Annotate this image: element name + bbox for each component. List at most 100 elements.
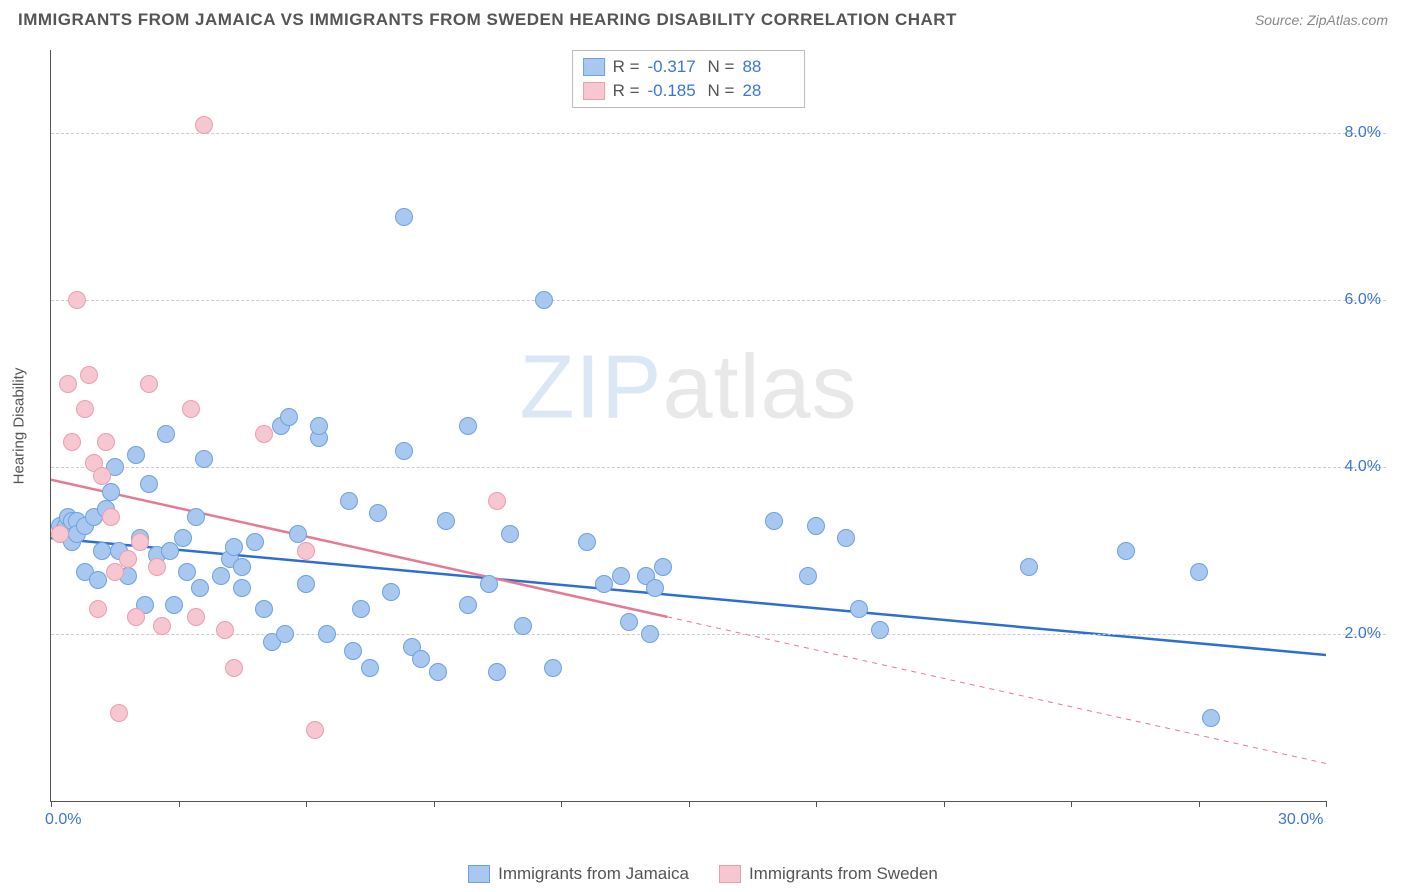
scatter-point-jamaica (799, 567, 817, 585)
scatter-point-jamaica (280, 408, 298, 426)
correlation-legend-row-jamaica: R = -0.317 N = 88 (583, 55, 795, 79)
plot-area: ZIPatlas Hearing Disability R = -0.317 N… (50, 50, 1326, 802)
scatter-point-sweden (51, 525, 69, 543)
scatter-point-jamaica (318, 625, 336, 643)
scatter-point-jamaica (191, 579, 209, 597)
scatter-point-jamaica (310, 417, 328, 435)
xtick-mark (1326, 801, 1327, 807)
scatter-point-jamaica (195, 450, 213, 468)
scatter-point-jamaica (157, 425, 175, 443)
scatter-point-jamaica (480, 575, 498, 593)
gridline (51, 133, 1386, 134)
scatter-point-sweden (63, 433, 81, 451)
source-name: ZipAtlas.com (1307, 12, 1388, 28)
scatter-point-jamaica (395, 208, 413, 226)
xtick-label: 0.0% (45, 811, 81, 829)
n-value-sweden: 28 (742, 81, 794, 101)
scatter-point-jamaica (612, 567, 630, 585)
legend-label-sweden: Immigrants from Sweden (749, 864, 938, 884)
scatter-point-sweden (255, 425, 273, 443)
scatter-point-sweden (97, 433, 115, 451)
r-label: R = (613, 57, 640, 77)
scatter-point-sweden (195, 116, 213, 134)
scatter-point-jamaica (807, 517, 825, 535)
scatter-point-jamaica (369, 504, 387, 522)
watermark-atlas: atlas (662, 337, 857, 437)
scatter-point-jamaica (1020, 558, 1038, 576)
legend-item-sweden: Immigrants from Sweden (719, 864, 938, 884)
scatter-point-jamaica (765, 512, 783, 530)
scatter-point-jamaica (276, 625, 294, 643)
r-value-sweden: -0.185 (648, 81, 700, 101)
scatter-point-sweden (187, 608, 205, 626)
chart-container: ZIPatlas Hearing Disability R = -0.317 N… (50, 50, 1386, 832)
ytick-label: 6.0% (1345, 291, 1381, 309)
n-label: N = (708, 57, 735, 77)
scatter-point-jamaica (225, 538, 243, 556)
scatter-point-sweden (297, 542, 315, 560)
scatter-point-jamaica (535, 291, 553, 309)
r-value-jamaica: -0.317 (648, 57, 700, 77)
scatter-point-sweden (131, 533, 149, 551)
scatter-point-jamaica (544, 659, 562, 677)
scatter-point-sweden (102, 508, 120, 526)
xtick-label: 30.0% (1278, 811, 1323, 829)
correlation-legend-row-sweden: R = -0.185 N = 28 (583, 79, 795, 103)
scatter-point-jamaica (127, 446, 145, 464)
scatter-point-jamaica (174, 529, 192, 547)
scatter-point-jamaica (361, 659, 379, 677)
legend-label-jamaica: Immigrants from Jamaica (498, 864, 689, 884)
xtick-mark (306, 801, 307, 807)
scatter-point-jamaica (233, 558, 251, 576)
scatter-point-sweden (225, 659, 243, 677)
scatter-point-jamaica (578, 533, 596, 551)
xtick-mark (51, 801, 52, 807)
n-label: N = (708, 81, 735, 101)
gridline (51, 634, 1386, 635)
scatter-point-jamaica (459, 417, 477, 435)
scatter-point-jamaica (646, 579, 664, 597)
xtick-mark (179, 801, 180, 807)
scatter-point-jamaica (437, 512, 455, 530)
scatter-point-jamaica (459, 596, 477, 614)
xtick-mark (561, 801, 562, 807)
ytick-label: 4.0% (1345, 458, 1381, 476)
ytick-label: 8.0% (1345, 124, 1381, 142)
r-label: R = (613, 81, 640, 101)
xtick-mark (434, 801, 435, 807)
scatter-point-jamaica (620, 613, 638, 631)
scatter-point-sweden (140, 375, 158, 393)
scatter-point-sweden (119, 550, 137, 568)
xtick-mark (689, 801, 690, 807)
series-legend: Immigrants from Jamaica Immigrants from … (0, 864, 1406, 884)
scatter-point-jamaica (178, 563, 196, 581)
scatter-point-jamaica (233, 579, 251, 597)
xtick-mark (1071, 801, 1072, 807)
swatch-jamaica (468, 865, 490, 883)
swatch-jamaica (583, 58, 605, 76)
scatter-point-jamaica (501, 525, 519, 543)
scatter-point-jamaica (412, 650, 430, 668)
scatter-point-jamaica (165, 596, 183, 614)
scatter-point-jamaica (212, 567, 230, 585)
scatter-point-sweden (306, 721, 324, 739)
scatter-point-jamaica (654, 558, 672, 576)
scatter-point-jamaica (340, 492, 358, 510)
header-bar: IMMIGRANTS FROM JAMAICA VS IMMIGRANTS FR… (0, 0, 1406, 36)
scatter-point-jamaica (382, 583, 400, 601)
scatter-point-jamaica (514, 617, 532, 635)
scatter-point-jamaica (488, 663, 506, 681)
swatch-sweden (719, 865, 741, 883)
scatter-point-jamaica (297, 575, 315, 593)
scatter-point-sweden (488, 492, 506, 510)
scatter-point-sweden (216, 621, 234, 639)
scatter-point-jamaica (246, 533, 264, 551)
trend-lines-svg (51, 50, 1326, 801)
scatter-point-jamaica (1190, 563, 1208, 581)
watermark-zip: ZIP (519, 337, 662, 437)
scatter-point-jamaica (89, 571, 107, 589)
scatter-point-jamaica (1117, 542, 1135, 560)
xtick-mark (944, 801, 945, 807)
scatter-point-jamaica (837, 529, 855, 547)
scatter-point-jamaica (850, 600, 868, 618)
